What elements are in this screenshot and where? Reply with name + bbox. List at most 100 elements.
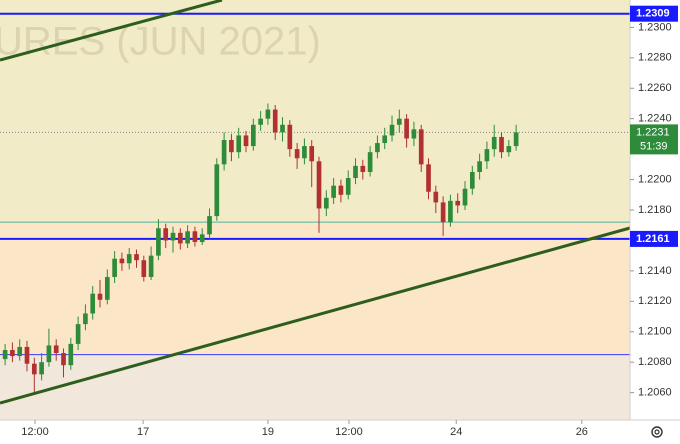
y-tick-label: 1.2260 bbox=[638, 82, 672, 94]
x-tick-label: 12:00 bbox=[335, 426, 363, 438]
candle-body bbox=[455, 200, 461, 206]
candle-body bbox=[214, 164, 220, 217]
candle-body bbox=[469, 171, 475, 189]
x-tick-label: 24 bbox=[450, 426, 462, 438]
candle-body bbox=[258, 118, 263, 125]
y-tick-label: 1.2240 bbox=[638, 113, 672, 125]
candle-body bbox=[97, 293, 103, 300]
candle-body bbox=[411, 129, 417, 139]
candle-body bbox=[484, 149, 490, 162]
candle-body bbox=[418, 129, 424, 165]
candle-body bbox=[448, 200, 453, 223]
candle-body bbox=[177, 232, 183, 244]
candle-body bbox=[119, 258, 125, 264]
candle-body bbox=[83, 313, 88, 325]
axes: 1.20601.20801.21001.21201.21401.21601.21… bbox=[21, 5, 678, 438]
candle-body bbox=[462, 188, 468, 206]
gear[interactable] bbox=[651, 426, 663, 438]
settings-icon[interactable] bbox=[651, 426, 663, 438]
candle-body bbox=[345, 178, 351, 195]
candle-body bbox=[396, 118, 402, 125]
candle-body bbox=[360, 165, 366, 172]
candle-body bbox=[323, 197, 329, 209]
candle-body bbox=[513, 132, 519, 147]
last-price-label: 1.2231 bbox=[636, 126, 670, 138]
candle-body bbox=[156, 228, 161, 256]
candle-body bbox=[170, 232, 176, 241]
candle-body bbox=[68, 343, 74, 366]
trendline bbox=[0, 226, 631, 405]
candle-body bbox=[280, 124, 285, 133]
candle-body bbox=[265, 109, 271, 119]
candle-body bbox=[316, 161, 322, 209]
candle-body bbox=[331, 185, 336, 198]
candle-body bbox=[353, 165, 358, 179]
candle-body bbox=[75, 324, 81, 344]
plot bbox=[0, 12, 630, 393]
candle-body bbox=[46, 345, 52, 363]
price-badge-label: 1.2161 bbox=[636, 233, 670, 245]
candle-body bbox=[90, 293, 96, 314]
candle-body bbox=[382, 135, 388, 144]
candle-body bbox=[104, 276, 110, 300]
candle-body bbox=[31, 363, 37, 375]
candle-body bbox=[61, 353, 66, 366]
candle-body bbox=[24, 346, 30, 364]
price-badge bbox=[630, 230, 678, 247]
candle-body bbox=[404, 118, 409, 139]
y-tick-label: 1.2120 bbox=[638, 295, 672, 307]
candle-body bbox=[389, 124, 395, 136]
candle-body bbox=[185, 231, 190, 244]
candle-body bbox=[243, 135, 249, 147]
candle-body bbox=[477, 161, 482, 172]
candle-body bbox=[499, 136, 504, 153]
last-price-badge bbox=[630, 124, 678, 155]
candle-body bbox=[141, 260, 147, 277]
x-tick-label: 26 bbox=[576, 426, 588, 438]
candle-body bbox=[10, 350, 15, 357]
x-tick-label: 17 bbox=[137, 426, 149, 438]
candle-body bbox=[207, 216, 212, 235]
y-tick-label: 1.2100 bbox=[638, 326, 672, 338]
y-tick-label: 1.2280 bbox=[638, 52, 672, 64]
gear-hub[interactable] bbox=[654, 429, 660, 435]
candle-body bbox=[367, 152, 373, 172]
candle-body bbox=[236, 135, 242, 153]
candle-body bbox=[192, 231, 198, 242]
x-tick-label: 12:00 bbox=[21, 426, 49, 438]
candle-body bbox=[39, 362, 44, 375]
price-badge-label: 1.2309 bbox=[636, 8, 670, 20]
watermark: URES (JUN 2021) bbox=[0, 20, 321, 64]
y-tick-label: 1.2140 bbox=[638, 265, 672, 277]
x-tick-label: 19 bbox=[262, 426, 274, 438]
candle-body bbox=[272, 109, 278, 133]
y-tick-label: 1.2080 bbox=[638, 356, 672, 368]
y-tick-label: 1.2060 bbox=[638, 387, 672, 399]
candle-body bbox=[506, 146, 512, 153]
y-tick-label: 1.2180 bbox=[638, 204, 672, 216]
candle-body bbox=[134, 254, 139, 261]
countdown-label: 51:39 bbox=[640, 140, 668, 152]
candle-body bbox=[426, 164, 431, 192]
zone-middle bbox=[0, 222, 630, 356]
y-tick-label: 1.2300 bbox=[638, 21, 672, 33]
candle-body bbox=[433, 191, 439, 203]
candle-body bbox=[440, 202, 446, 223]
candle-body bbox=[126, 254, 132, 264]
candle-body bbox=[53, 345, 59, 354]
price-badge bbox=[630, 5, 678, 22]
zone-upper bbox=[0, 0, 630, 222]
candle-body bbox=[199, 234, 205, 242]
candle-body bbox=[287, 124, 293, 150]
candle-body bbox=[148, 255, 154, 277]
candle-body bbox=[338, 185, 344, 195]
candle-body bbox=[302, 146, 307, 159]
time-axis bbox=[0, 420, 680, 444]
candle-body bbox=[221, 140, 227, 165]
candle-body bbox=[2, 350, 8, 360]
candle-body bbox=[309, 146, 315, 162]
candle-body bbox=[491, 136, 497, 150]
price-axis bbox=[630, 0, 680, 444]
candle-body bbox=[112, 258, 117, 277]
